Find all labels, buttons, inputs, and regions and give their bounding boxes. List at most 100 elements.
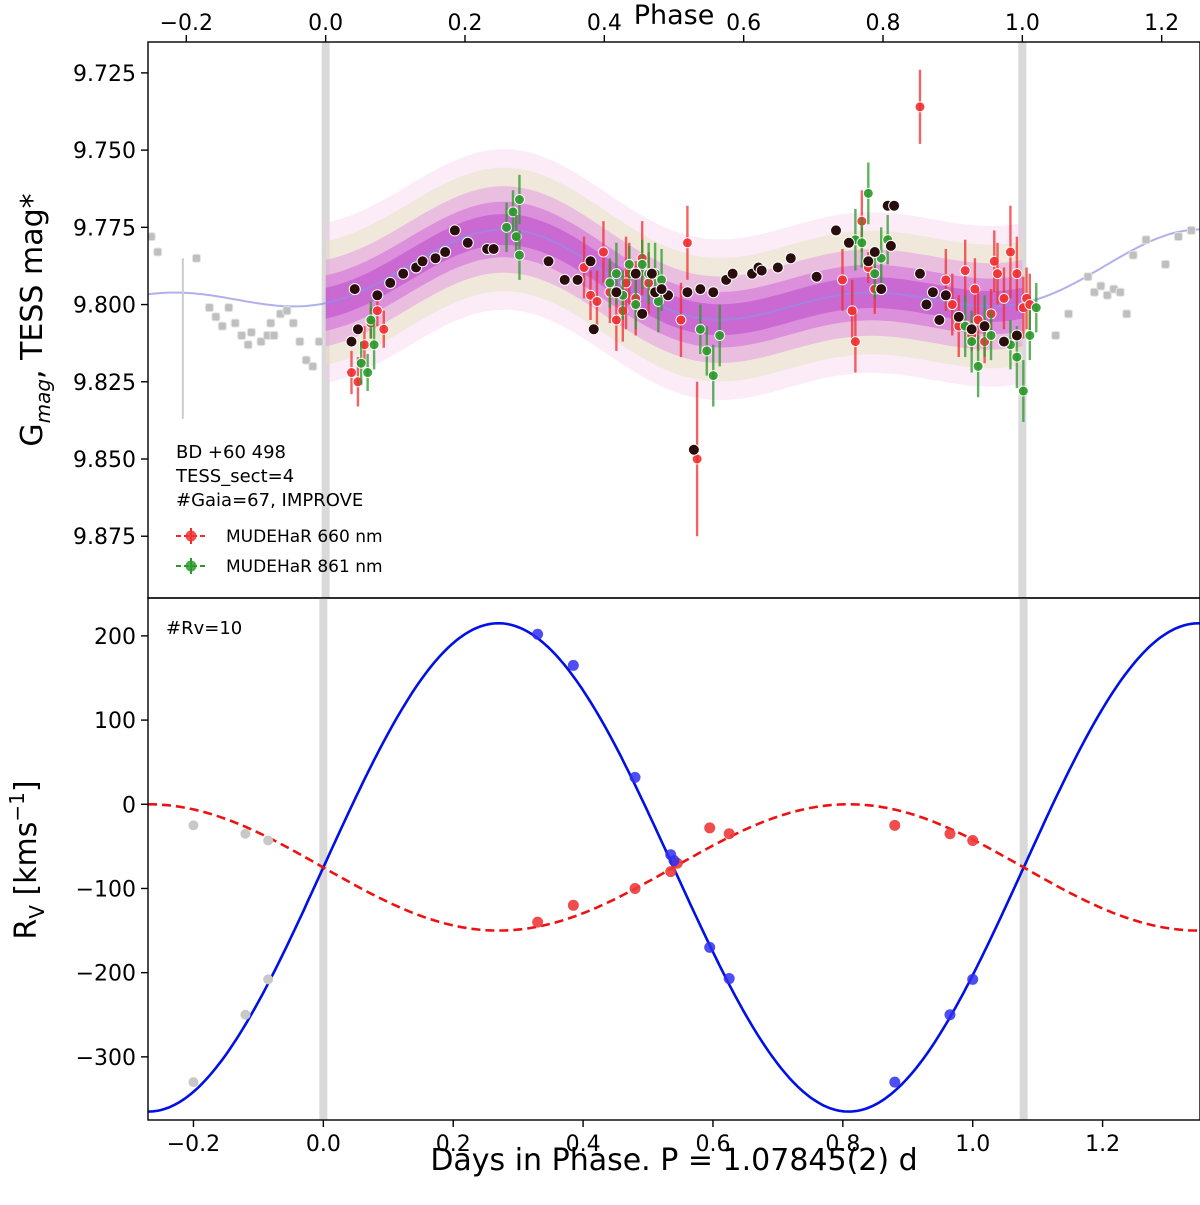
bottom-x-tick-label: 1.2 (1085, 1132, 1120, 1157)
rv-secondary-point (944, 828, 956, 840)
green-point (610, 268, 622, 280)
bottom-y-tick-label: 100 (94, 709, 136, 734)
rv-secondary-point (704, 822, 716, 834)
grey-point (1160, 259, 1170, 269)
info-star: BD +60 498 (176, 442, 286, 463)
gaia-point (726, 267, 739, 280)
top-axis-label: Phase (634, 0, 715, 31)
gaia-point (1010, 329, 1023, 342)
grey-point (1186, 225, 1196, 235)
bottom-axis-ticks: −0.2 0.0 0.2 0.4 0.6 0.8 1.0 1.2 200 100 0 −100 −200… (76, 625, 1121, 1157)
gaia-point (862, 255, 875, 268)
period-markers (319, 598, 1028, 1120)
green-point (1030, 302, 1042, 314)
red-point (591, 295, 603, 307)
top-y-tick-label: 9.750 (73, 139, 136, 164)
red-point (610, 314, 622, 326)
bottom-y-label-pre: [kms (9, 822, 44, 905)
top-y-tick-label: 9.850 (73, 448, 136, 473)
rv-grey-point (240, 1009, 251, 1020)
green-point (513, 249, 525, 261)
grey-point (1064, 309, 1074, 319)
legend-label-red: MUDEHaR 660 nm (226, 527, 383, 547)
grey-point (230, 318, 240, 328)
rv-primary-point (704, 941, 716, 953)
green-point (1011, 351, 1023, 363)
green-point (362, 367, 374, 379)
grey-point (153, 247, 163, 257)
red-point (959, 265, 971, 277)
gaia-point (810, 270, 823, 283)
top-x-tick-label: 1.2 (1144, 11, 1179, 36)
grey-point (308, 361, 318, 371)
grey-point (1096, 281, 1106, 291)
gaia-point (645, 267, 658, 280)
gaia-point (913, 267, 926, 280)
grey-point (1122, 309, 1132, 319)
grey-point (269, 330, 279, 340)
rv-secondary-point (532, 916, 544, 928)
top-y-tick-label: 9.800 (73, 294, 136, 319)
bottom-plot-frame (147, 597, 1200, 1121)
gaia-point (636, 307, 649, 320)
gaia-point (952, 310, 965, 323)
top-y-label-rest: , TESS mag* (15, 193, 50, 379)
green-point (869, 268, 881, 280)
top-y-label-main: G (15, 423, 50, 446)
gaia-point (558, 273, 571, 286)
green-point (513, 194, 525, 206)
svg-text:Gmag, TESS mag*: Gmag, TESS mag* (15, 193, 55, 446)
grey-point (1083, 272, 1093, 282)
legend-marker-red (176, 528, 206, 544)
green-point (636, 258, 648, 270)
bottom-y-label-sub: V (25, 905, 49, 919)
green-point (355, 357, 367, 369)
red-point (940, 274, 952, 286)
red-point (946, 299, 958, 311)
gaia-point (587, 323, 600, 336)
bottom-y-label: RV [kms−1] (5, 780, 49, 939)
grey-point (204, 303, 214, 313)
top-x-tick-label: 1.0 (1005, 11, 1040, 36)
bottom-x-tick-label: 0.8 (825, 1132, 860, 1157)
grey-point (224, 303, 234, 313)
grey-point (217, 321, 227, 331)
green-point (1017, 385, 1029, 397)
legend: MUDEHaR 660 nm MUDEHaR 861 nm (176, 527, 383, 577)
rv-points (188, 628, 979, 1088)
top-y-tick-label: 9.875 (73, 525, 136, 550)
bottom-x-tick-label: 0.4 (566, 1132, 601, 1157)
rv-grey-point (263, 974, 274, 985)
top-x-tick-label: 0.4 (587, 11, 622, 36)
gaia-point (371, 289, 384, 302)
gaia-point (571, 273, 584, 286)
green-point (707, 370, 719, 382)
red-point (378, 323, 390, 335)
bottom-x-tick-label: −0.2 (167, 1132, 220, 1157)
grey-point (237, 330, 247, 340)
gaia-point (345, 335, 358, 348)
bottom-y-tick-label: 0 (122, 793, 136, 818)
rv-secondary-point (567, 899, 579, 911)
red-point (681, 237, 693, 249)
rv-grey-point (240, 828, 251, 839)
info-sector: TESS_sect=4 (175, 466, 294, 487)
green-point (966, 336, 978, 348)
bottom-y-label-main: R (9, 919, 44, 940)
grey-point (1089, 287, 1099, 297)
gaia-point (348, 283, 361, 296)
red-point (914, 101, 926, 113)
top-y-tick-label: 9.775 (73, 216, 136, 241)
gaia-point (978, 320, 991, 333)
gaia-point (681, 286, 694, 299)
rv-primary-point (668, 855, 680, 867)
green-point (501, 221, 513, 233)
model-band-layer (325, 214, 1023, 336)
gaia-point (707, 286, 720, 299)
bottom-y-label-post: ] (9, 780, 44, 792)
bottom-y-tick-label: −100 (76, 877, 136, 902)
rv-primary-point (629, 771, 641, 783)
radial-velocity-panel: −0.2 0.0 0.2 0.4 0.6 0.8 1.0 1.2 200 100 0 −100 −200… (5, 597, 1200, 1178)
green-point (694, 323, 706, 335)
grey-point (1102, 290, 1112, 300)
